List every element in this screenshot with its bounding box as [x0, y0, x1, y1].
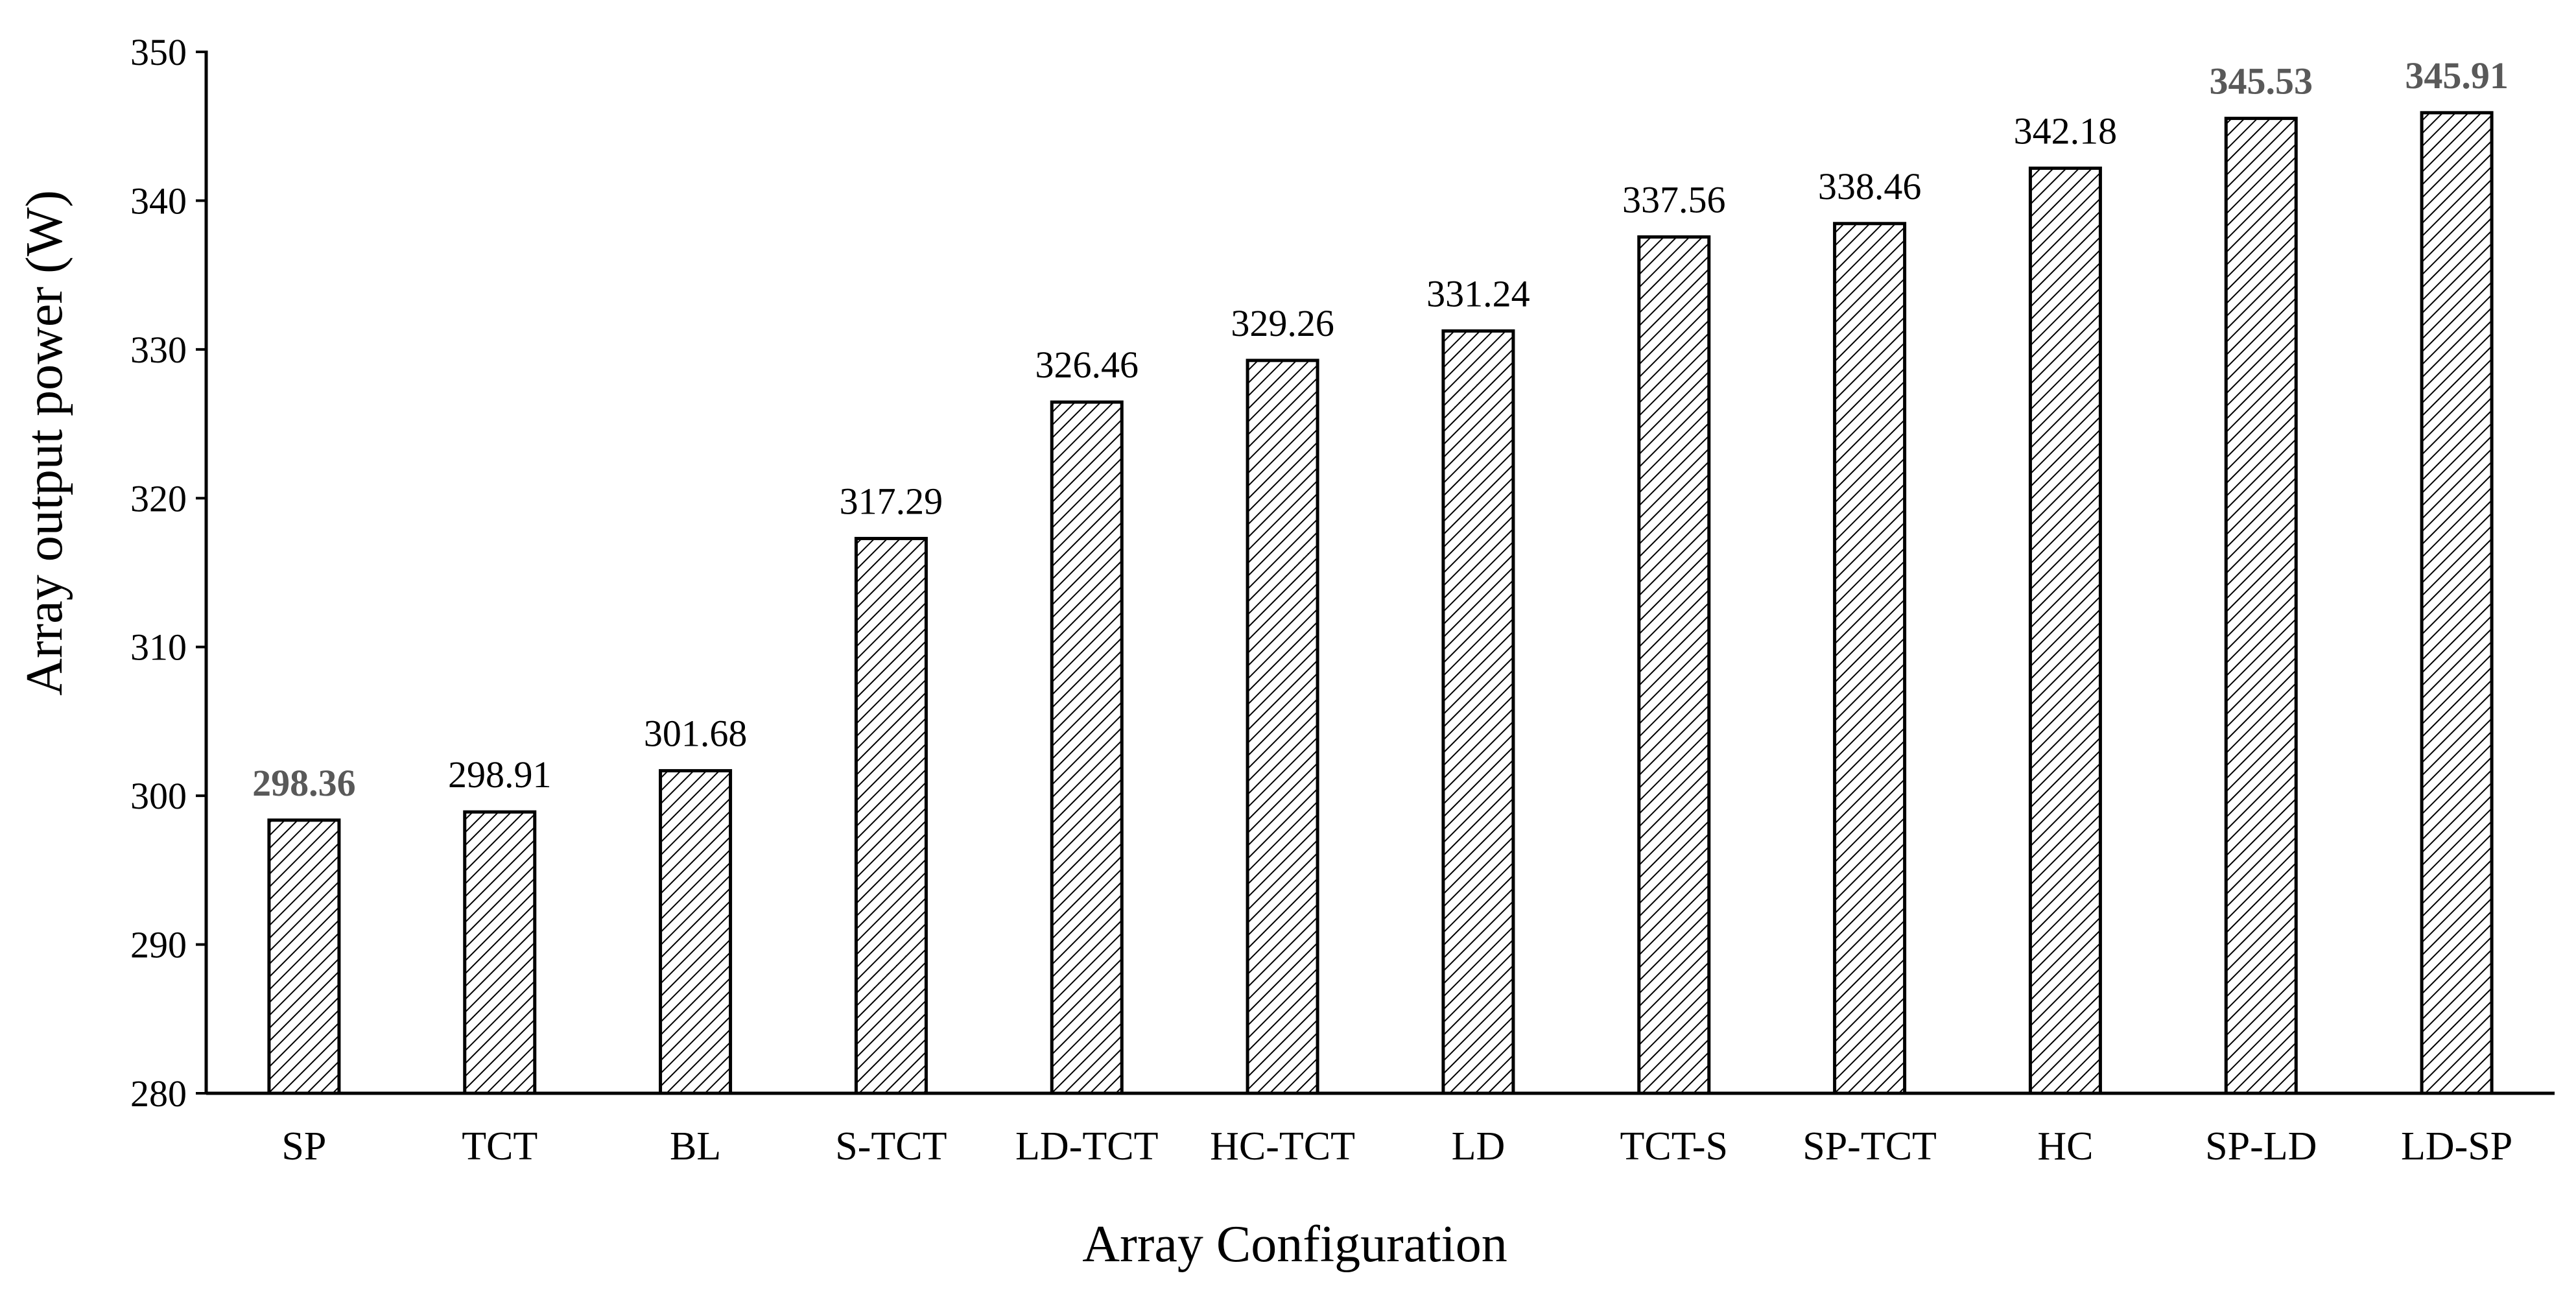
bar-hc-tct	[1246, 359, 1319, 1095]
data-label: 331.24	[1426, 272, 1530, 314]
category-label: HC	[2037, 1124, 2093, 1168]
category-label: TCT-S	[1620, 1124, 1728, 1168]
y-tick-label: 310	[130, 626, 187, 669]
bar-bl	[659, 769, 733, 1095]
y-tick-label: 300	[130, 775, 187, 817]
bar-sp-ld	[2224, 117, 2298, 1095]
data-label: 337.56	[1622, 178, 1726, 220]
data-label: 298.36	[252, 762, 356, 804]
category-label: S-TCT	[835, 1124, 947, 1168]
bar-s-tct	[854, 536, 928, 1095]
category-label: SP-TCT	[1802, 1124, 1937, 1168]
category-label: SP	[281, 1124, 326, 1168]
bar-hc	[2028, 166, 2102, 1095]
category-label: SP-LD	[2205, 1124, 2317, 1168]
y-tick-label: 320	[130, 477, 187, 519]
bars	[267, 111, 2494, 1095]
bar-tct-s	[1637, 235, 1711, 1095]
x-axis-title: Array Configuration	[1082, 1216, 1507, 1273]
y-tick-label: 340	[130, 180, 187, 222]
data-label: 326.46	[1035, 344, 1139, 386]
y-tick-label: 280	[130, 1073, 187, 1115]
category-label: TCT	[462, 1124, 538, 1168]
labels: SP 298.36 TCT 298.91 BL 301.68 S-TCT 317.29 LD-T…	[252, 54, 2512, 1168]
y-tick-label: 350	[130, 31, 187, 73]
data-label: 298.91	[448, 753, 552, 796]
bar-ld-tct	[1050, 400, 1124, 1095]
bar-sp	[267, 818, 341, 1095]
data-label: 345.91	[2405, 54, 2509, 97]
bar-sp-tct	[1833, 222, 1907, 1095]
y-tick-label: 330	[130, 329, 187, 371]
category-label: LD-TCT	[1015, 1124, 1158, 1168]
y-axis-title: Array output power (W)	[16, 190, 73, 696]
axes: 280 290 300 310 320 330 340 350	[130, 31, 2555, 1115]
data-label: 301.68	[644, 713, 748, 755]
bar-ld-sp	[2420, 111, 2494, 1095]
data-label: 329.26	[1231, 302, 1334, 344]
category-label: LD	[1452, 1124, 1506, 1168]
data-label: 338.46	[1818, 165, 1922, 208]
data-label: 317.29	[840, 480, 943, 522]
category-label: LD-SP	[2401, 1124, 2512, 1168]
y-tick-label: 290	[130, 924, 187, 966]
bar-ld	[1441, 329, 1515, 1095]
data-label: 345.53	[2210, 60, 2313, 102]
bar-tct	[463, 810, 537, 1095]
category-label: HC-TCT	[1210, 1124, 1355, 1168]
category-label: BL	[670, 1124, 721, 1168]
data-label: 342.18	[2014, 110, 2118, 152]
